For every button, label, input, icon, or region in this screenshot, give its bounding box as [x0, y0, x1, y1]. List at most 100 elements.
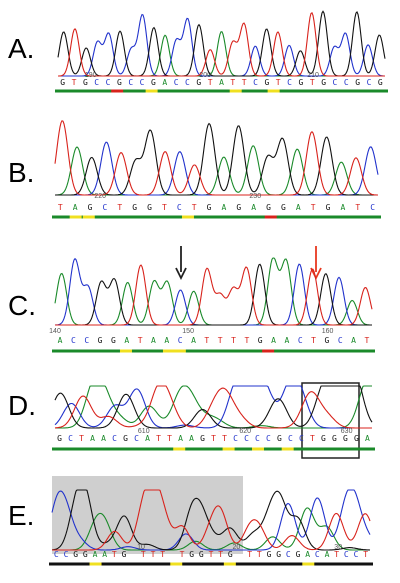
base: C: [64, 550, 69, 559]
position-label: 150: [182, 328, 194, 335]
base: G: [321, 78, 326, 87]
base: G: [83, 550, 88, 559]
base: C: [174, 78, 179, 87]
base: T: [365, 336, 370, 345]
trace: [57, 10, 386, 77]
base: A: [191, 336, 196, 345]
base: G: [321, 434, 326, 443]
panel-label: C.: [8, 290, 36, 321]
base: G: [266, 203, 271, 212]
base: C: [54, 550, 59, 559]
position-label: 220: [94, 193, 106, 200]
trace: [54, 385, 372, 429]
base: C: [255, 434, 260, 443]
base: A: [162, 78, 167, 87]
base: A: [73, 203, 78, 212]
base: C: [84, 336, 89, 345]
trace: [54, 257, 372, 326]
base: C: [134, 434, 139, 443]
trace: [54, 120, 378, 196]
base: C: [103, 203, 108, 212]
position-label: 610: [138, 428, 150, 435]
base: C: [94, 78, 99, 87]
base: T: [218, 550, 223, 559]
base: T: [141, 550, 146, 559]
base: T: [257, 550, 262, 559]
trace: [55, 122, 378, 196]
base: C: [338, 336, 343, 345]
base: T: [363, 550, 368, 559]
base: C: [367, 78, 372, 87]
base: C: [333, 78, 338, 87]
base: A: [340, 203, 345, 212]
base: G: [296, 550, 301, 559]
base: G: [60, 78, 65, 87]
base: C: [288, 434, 293, 443]
base: C: [266, 434, 271, 443]
base: A: [102, 550, 107, 559]
base: A: [145, 434, 150, 443]
position-label: 10: [137, 544, 145, 551]
base: A: [178, 434, 183, 443]
base: G: [326, 203, 331, 212]
base: C: [253, 78, 258, 87]
base: [238, 550, 243, 559]
base: T: [276, 78, 281, 87]
trace: [51, 489, 371, 551]
trace: [52, 507, 370, 551]
base: G: [123, 434, 128, 443]
base: C: [185, 78, 190, 87]
base: T: [222, 434, 227, 443]
base: G: [325, 336, 330, 345]
panel-label: A.: [8, 33, 34, 64]
base: G: [83, 78, 88, 87]
base: G: [151, 78, 156, 87]
base: T: [230, 78, 235, 87]
trace: [58, 13, 385, 77]
base: G: [189, 550, 194, 559]
base: G: [332, 434, 337, 443]
base: T: [180, 550, 185, 559]
base: A: [296, 203, 301, 212]
base: C: [178, 336, 183, 345]
base: T: [151, 550, 156, 559]
base: G: [132, 203, 137, 212]
base: T: [160, 550, 165, 559]
position-label: 230: [249, 193, 261, 200]
base: C: [128, 78, 133, 87]
base: T: [117, 203, 122, 212]
base: A: [58, 336, 63, 345]
base: C: [299, 434, 304, 443]
panel-label: B.: [8, 157, 34, 188]
trace: [54, 385, 373, 429]
base: C: [71, 336, 76, 345]
base: T: [79, 434, 84, 443]
base: A: [305, 550, 310, 559]
base: T: [311, 336, 316, 345]
base: G: [276, 550, 281, 559]
trace: [54, 385, 372, 429]
base: G: [258, 336, 263, 345]
base: G: [264, 78, 269, 87]
shaded-region: [52, 476, 243, 554]
base: G: [200, 434, 205, 443]
base: G: [281, 203, 286, 212]
panel-label: E.: [8, 500, 34, 531]
trace: [58, 11, 385, 77]
position-label: 210: [307, 72, 319, 79]
base: T: [334, 550, 339, 559]
base: T: [211, 434, 216, 443]
base: T: [242, 78, 247, 87]
base: T: [192, 203, 197, 212]
base: G: [343, 434, 348, 443]
base: G: [277, 434, 282, 443]
position-label: 140: [49, 328, 61, 335]
base: G: [267, 550, 272, 559]
base: A: [151, 336, 156, 345]
base: G: [117, 78, 122, 87]
base: T: [167, 434, 172, 443]
base: A: [325, 550, 330, 559]
base: T: [72, 78, 77, 87]
